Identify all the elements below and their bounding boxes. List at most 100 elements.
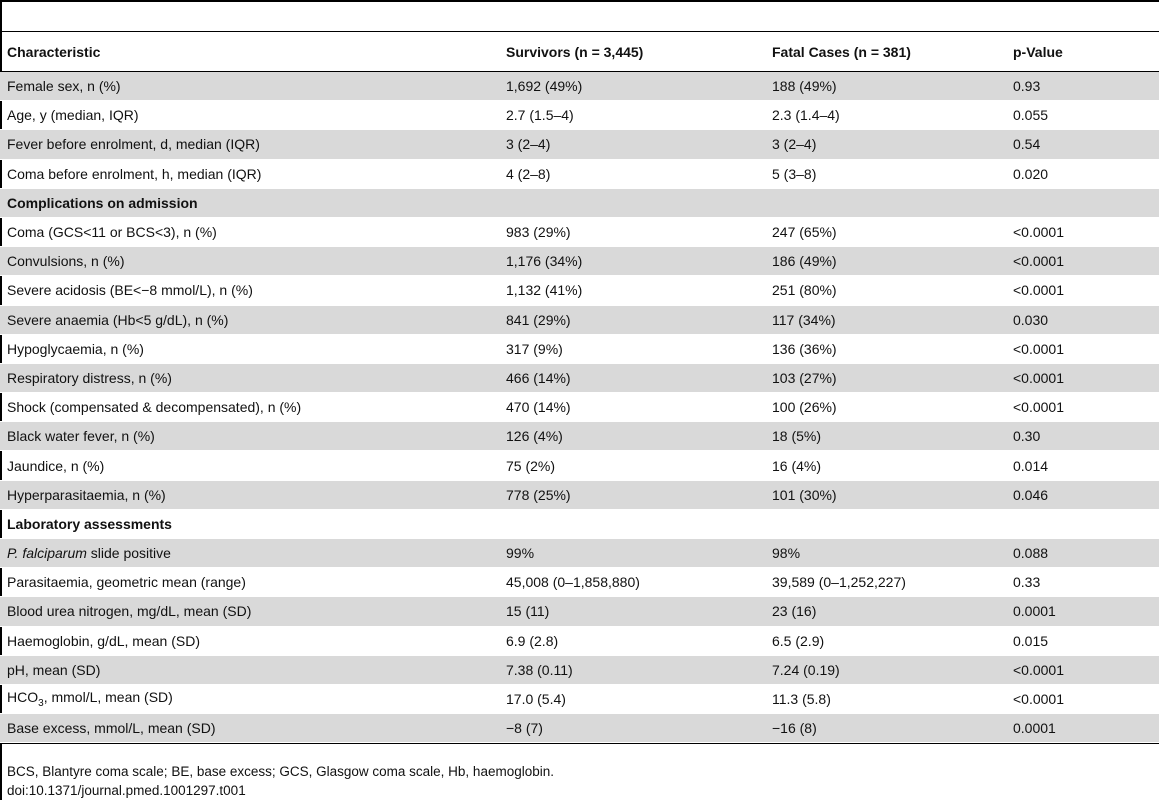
header-characteristic: Characteristic: [7, 43, 101, 60]
table-body: Female sex, n (%) 1,692 (49%) 188 (49%) 0.9…: [0, 72, 1159, 744]
section-row: Complications on admission: [0, 188, 1159, 218]
table-row: P. falciparum slide positive 99% 98% 0.088: [0, 539, 1159, 569]
fatal-cases-cell: 5 (3–8): [772, 165, 817, 182]
survivors-cell: 4 (2–8): [506, 165, 551, 182]
p-value-cell: <0.0001: [1013, 224, 1064, 241]
table-row: Age, y (median, IQR) 2.7 (1.5–4) 2.3 (1.4–…: [0, 101, 1159, 131]
p-value-cell: 0.33: [1013, 574, 1041, 591]
table-row: Fever before enrolment, d, median (IQR) 3…: [0, 130, 1159, 160]
table-row: Coma (GCS<11 or BCS<3), n (%) 983 (29%) 24…: [0, 218, 1159, 248]
table-row: Severe acidosis (BE<−8 mmol/L), n (%) 1,1…: [0, 276, 1159, 306]
fatal-cases-cell: 16 (4%): [772, 457, 822, 474]
survivors-cell: 7.38 (0.11): [506, 661, 573, 678]
p-value-cell: <0.0001: [1013, 399, 1064, 416]
header-survivors: Survivors (n = 3,445): [506, 43, 644, 60]
characteristic-cell: HCO3, mmol/L, mean (SD): [7, 689, 173, 709]
p-value-cell: 0.020: [1013, 165, 1049, 182]
survivors-cell: 75 (2%): [506, 457, 556, 474]
p-value-cell: 0.015: [1013, 632, 1049, 649]
survivors-cell: 778 (25%): [506, 486, 571, 503]
fatal-cases-cell: 11.3 (5.8): [772, 691, 831, 708]
header-p-value: p-Value: [1013, 43, 1063, 60]
p-value-cell: 0.055: [1013, 107, 1049, 124]
table-row: Parasitaemia, geometric mean (range) 45,0…: [0, 568, 1159, 598]
characteristic-cell: Base excess, mmol/L, mean (SD): [7, 720, 216, 737]
table-row: HCO3, mmol/L, mean (SD) 17.0 (5.4) 11.3 (5…: [0, 685, 1159, 715]
fatal-cases-cell: 117 (34%): [772, 311, 836, 328]
characteristic-cell: P. falciparum slide positive: [7, 545, 171, 562]
survivors-cell: 1,176 (34%): [506, 253, 583, 270]
characteristic-cell: Parasitaemia, geometric mean (range): [7, 574, 246, 591]
survivors-cell: 1,132 (41%): [506, 282, 583, 299]
survivors-cell: 470 (14%): [506, 399, 571, 416]
fatal-cases-cell: 247 (65%): [772, 224, 837, 241]
p-value-cell: <0.0001: [1013, 340, 1064, 357]
characteristic-cell: Fever before enrolment, d, median (IQR): [7, 136, 260, 153]
table-footnote: BCS, Blantyre coma scale; BE, base exces…: [7, 762, 554, 800]
p-value-cell: 0.30: [1013, 428, 1041, 445]
characteristic-cell: Severe anaemia (Hb<5 g/dL), n (%): [7, 311, 229, 328]
fatal-cases-cell: 3 (2–4): [772, 136, 817, 153]
characteristic-cell: Severe acidosis (BE<−8 mmol/L), n (%): [7, 282, 253, 299]
fatal-cases-cell: 6.5 (2.9): [772, 632, 825, 649]
survivors-cell: 317 (9%): [506, 340, 563, 357]
survivors-cell: −8 (7): [506, 720, 543, 737]
section-row: Laboratory assessments: [0, 510, 1159, 539]
characteristic-cell: Shock (compensated & decompensated), n (…: [7, 399, 302, 416]
characteristic-cell: Blood urea nitrogen, mg/dL, mean (SD): [7, 603, 252, 620]
p-value-cell: 0.93: [1013, 78, 1041, 95]
table-row: Female sex, n (%) 1,692 (49%) 188 (49%) 0.9…: [0, 72, 1159, 102]
header-fatal-cases: Fatal Cases (n = 381): [772, 43, 911, 60]
characteristic-cell: Coma before enrolment, h, median (IQR): [7, 165, 262, 182]
p-value-cell: <0.0001: [1013, 691, 1064, 708]
survivors-cell: 841 (29%): [506, 311, 571, 328]
bottom-rule: [0, 743, 1159, 745]
table-row: Haemoglobin, g/dL, mean (SD) 6.9 (2.8) 6.5…: [0, 627, 1159, 656]
survivors-cell: 99%: [506, 545, 535, 562]
characteristic-cell: Age, y (median, IQR): [7, 107, 139, 124]
fatal-cases-cell: 98%: [772, 545, 801, 562]
fatal-cases-cell: 136 (36%): [772, 340, 837, 357]
survivors-cell: 45,008 (0–1,858,880): [506, 574, 640, 591]
footnote-abbreviations: BCS, Blantyre coma scale; BE, base exces…: [7, 764, 554, 779]
table-row: Hyperparasitaemia, n (%) 778 (25%) 101 (30…: [0, 480, 1159, 510]
survivors-cell: 15 (11): [506, 603, 550, 620]
fatal-cases-cell: 251 (80%): [772, 282, 837, 299]
characteristic-cell: Laboratory assessments: [7, 515, 172, 532]
footnote-doi: doi:10.1371/journal.pmed.1001297.t001: [7, 783, 246, 798]
characteristic-cell: Coma (GCS<11 or BCS<3), n (%): [7, 224, 217, 241]
p-value-cell: 0.0001: [1013, 603, 1056, 620]
survivors-cell: 1,692 (49%): [506, 78, 583, 95]
survivors-cell: 6.9 (2.8): [506, 632, 559, 649]
table-row: Respiratory distress, n (%) 466 (14%) 103 …: [0, 363, 1159, 394]
table-row: Convulsions, n (%) 1,176 (34%) 186 (49%) <0…: [0, 247, 1159, 277]
table-row: Coma before enrolment, h, median (IQR) 4 …: [0, 160, 1159, 189]
survivors-cell: 2.7 (1.5–4): [506, 107, 574, 124]
table-header-row: Characteristic Survivors (n = 3,445) Fat…: [0, 31, 1159, 72]
fatal-cases-cell: 7.24 (0.19): [772, 661, 840, 678]
survivors-cell: 466 (14%): [506, 369, 571, 386]
table-row: Jaundice, n (%) 75 (2%) 16 (4%) 0.014: [0, 451, 1159, 481]
fatal-cases-cell: 188 (49%): [772, 78, 837, 95]
fatal-cases-cell: 186 (49%): [772, 253, 837, 270]
fatal-cases-cell: 2.3 (1.4–4): [772, 107, 840, 124]
characteristic-cell: pH, mean (SD): [7, 661, 101, 678]
characteristic-cell: Jaundice, n (%): [7, 457, 105, 474]
characteristic-cell: Black water fever, n (%): [7, 428, 155, 445]
characteristic-cell: Respiratory distress, n (%): [7, 369, 172, 386]
p-value-cell: <0.0001: [1013, 253, 1064, 270]
survivors-cell: 126 (4%): [506, 428, 563, 445]
survivors-cell: 983 (29%): [506, 224, 571, 241]
table-row: Hypoglycaemia, n (%) 317 (9%) 136 (36%) <0.…: [0, 335, 1159, 364]
characteristic-cell: Hypoglycaemia, n (%): [7, 340, 144, 357]
table-row: Blood urea nitrogen, mg/dL, mean (SD) 15 …: [0, 597, 1159, 627]
fatal-cases-cell: 39,589 (0–1,252,227): [772, 574, 906, 591]
fatal-cases-cell: 18 (5%): [772, 428, 822, 445]
fatal-cases-cell: −16 (8): [772, 720, 817, 737]
p-value-cell: 0.088: [1013, 545, 1049, 562]
table-row: Shock (compensated & decompensated), n (…: [0, 393, 1159, 423]
p-value-cell: 0.046: [1013, 486, 1049, 503]
table-row: pH, mean (SD) 7.38 (0.11) 7.24 (0.19) <0.00…: [0, 655, 1159, 685]
p-value-cell: 0.0001: [1013, 720, 1056, 737]
table-row: Base excess, mmol/L, mean (SD) −8 (7) −16 …: [0, 714, 1159, 744]
